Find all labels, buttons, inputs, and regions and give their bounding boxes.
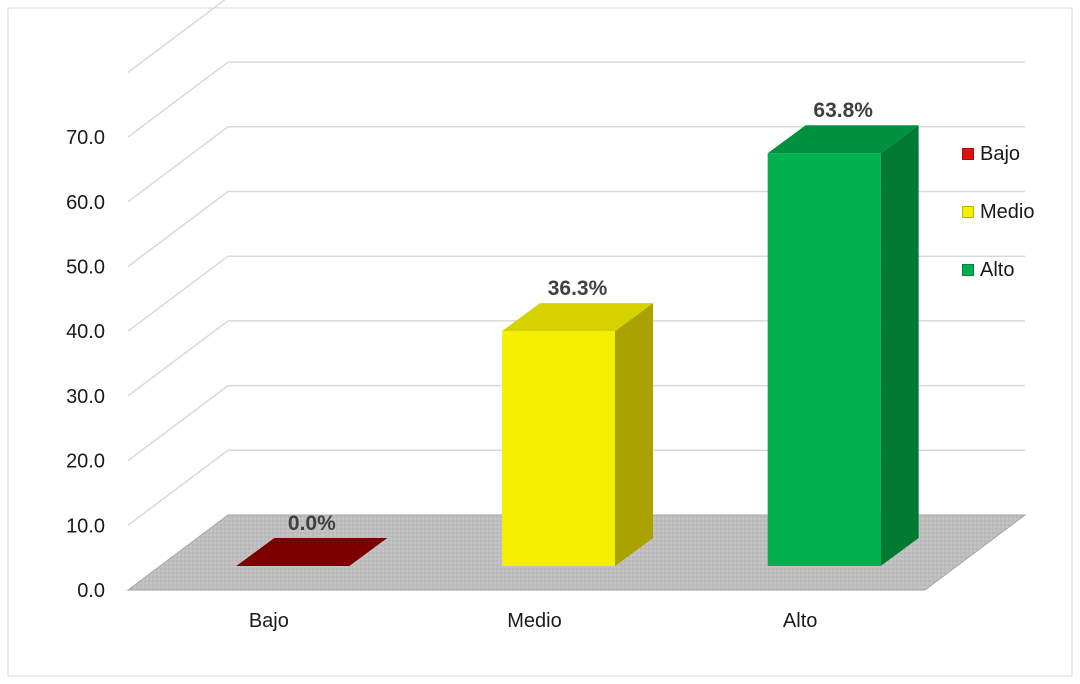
legend-item-bajo: Bajo <box>962 142 1034 166</box>
gridline <box>127 190 1025 268</box>
y-tick-label: 50.0 <box>66 257 105 279</box>
bar-top <box>767 125 919 154</box>
y-tick-label: 10.0 <box>66 515 105 537</box>
data-label: 63.8% <box>813 99 873 122</box>
bar-bajo <box>236 538 388 566</box>
y-tick-label: 60.0 <box>66 192 105 214</box>
gridline <box>127 126 1025 203</box>
x-category-label: Bajo <box>249 610 289 632</box>
gridline <box>127 0 226 74</box>
bar-side <box>880 125 919 567</box>
bar-side <box>615 303 653 566</box>
legend-label: Medio <box>980 200 1035 223</box>
gridline <box>127 384 1025 462</box>
data-label: 0.0% <box>288 512 336 535</box>
gridline <box>127 255 1025 332</box>
y-tick-label: 0.0 <box>77 580 105 602</box>
y-tick-label: 30.0 <box>66 386 105 408</box>
x-category-label: Medio <box>507 610 561 632</box>
bar-front <box>767 153 881 567</box>
x-category-label: Alto <box>783 610 817 632</box>
y-tick-label: 40.0 <box>66 321 105 343</box>
gridline <box>127 449 1025 526</box>
bar-medio <box>502 303 653 566</box>
bar-front <box>502 331 615 566</box>
gridline <box>127 61 1025 138</box>
legend-swatch-bajo <box>962 148 974 160</box>
bar-top <box>502 303 653 332</box>
legend: Bajo Medio Alto <box>962 142 1034 316</box>
bar-top <box>236 538 388 566</box>
legend-item-alto: Alto <box>962 258 1034 282</box>
y-tick-label: 20.0 <box>66 451 105 473</box>
legend-label: Alto <box>980 258 1015 281</box>
legend-item-medio: Medio <box>962 200 1034 224</box>
legend-label: Bajo <box>980 142 1021 165</box>
legend-swatch-medio <box>962 206 974 218</box>
legend-swatch-alto <box>962 264 974 276</box>
gridline <box>127 320 1025 397</box>
bar-alto <box>767 125 919 567</box>
y-tick-label: 70.0 <box>66 127 105 149</box>
data-label: 36.3% <box>548 277 608 300</box>
